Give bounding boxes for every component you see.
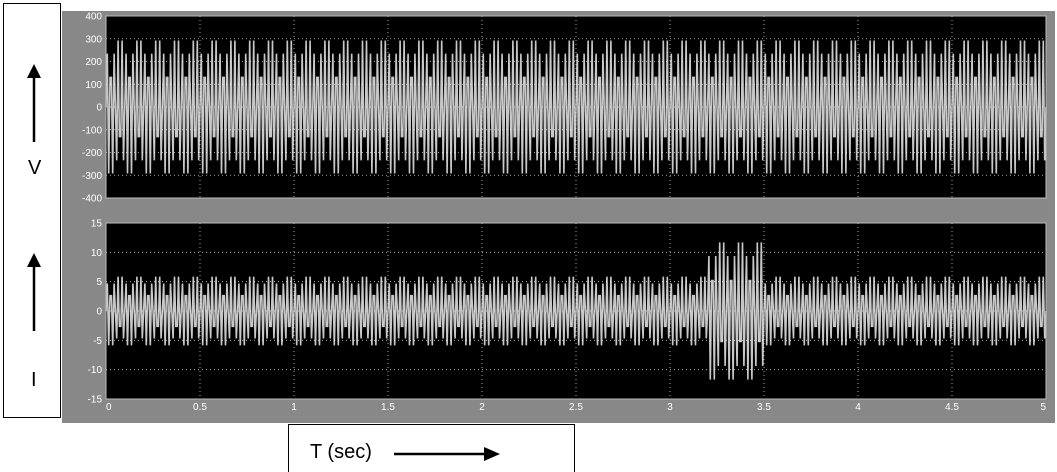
y-tick-label: 15 [91, 219, 103, 230]
x-tick-label: 2 [479, 402, 485, 413]
x-tick-label: 2.5 [569, 402, 583, 413]
x-tick-label: 0 [106, 402, 112, 413]
plot-frame [105, 222, 1047, 400]
signal-segment-2 [763, 276, 1047, 346]
y-tick-label: 10 [91, 248, 103, 259]
x-tick-label: 3.5 [757, 402, 771, 413]
y-label-frame: V I [3, 3, 61, 418]
y-tick-label: -5 [93, 336, 102, 347]
x-tick-label: 0.5 [193, 402, 207, 413]
y-tick-label: -400 [82, 194, 102, 205]
plot-frame [105, 15, 1047, 199]
voltage-up-arrow-icon [27, 64, 41, 142]
voltage-axis-label: V [28, 157, 42, 179]
current-axis-label: I [31, 369, 37, 391]
y-tick-label: 5 [96, 277, 102, 288]
time-right-arrow-icon [394, 447, 500, 461]
signal-segment-0 [105, 40, 1047, 174]
x-tick-label: 4.5 [945, 402, 959, 413]
y-tick-label: 100 [85, 80, 102, 91]
y-tick-label: 400 [85, 12, 102, 23]
y-tick-label: -15 [88, 395, 103, 406]
x-tick-label: 3 [667, 402, 673, 413]
current-up-arrow-icon [27, 253, 41, 331]
scope-panel: 400 300 200 100 0 -100 -200 -300 -400 15 10 5 0 -5 -1… [62, 11, 1055, 423]
x-tick-label: 1.5 [381, 402, 395, 413]
y-tick-label: 0 [96, 103, 102, 114]
y-tick-label: 0 [96, 307, 102, 318]
y-tick-label: -300 [82, 171, 102, 182]
x-label-frame: T (sec) [288, 424, 575, 472]
x-tick-label: 4 [855, 402, 861, 413]
y-tick-label: -100 [82, 125, 102, 136]
x-tick-label: 1 [291, 402, 297, 413]
time-axis-label: T (sec) [310, 441, 372, 463]
voltage-plot: 400 300 200 100 0 -100 -200 -300 -400 [82, 12, 1047, 205]
y-tick-label: -10 [88, 365, 103, 376]
y-tick-label: -200 [82, 148, 102, 159]
y-tick-label: 300 [85, 34, 102, 45]
x-tick-label: 5 [1040, 402, 1046, 413]
y-tick-label: 200 [85, 57, 102, 68]
